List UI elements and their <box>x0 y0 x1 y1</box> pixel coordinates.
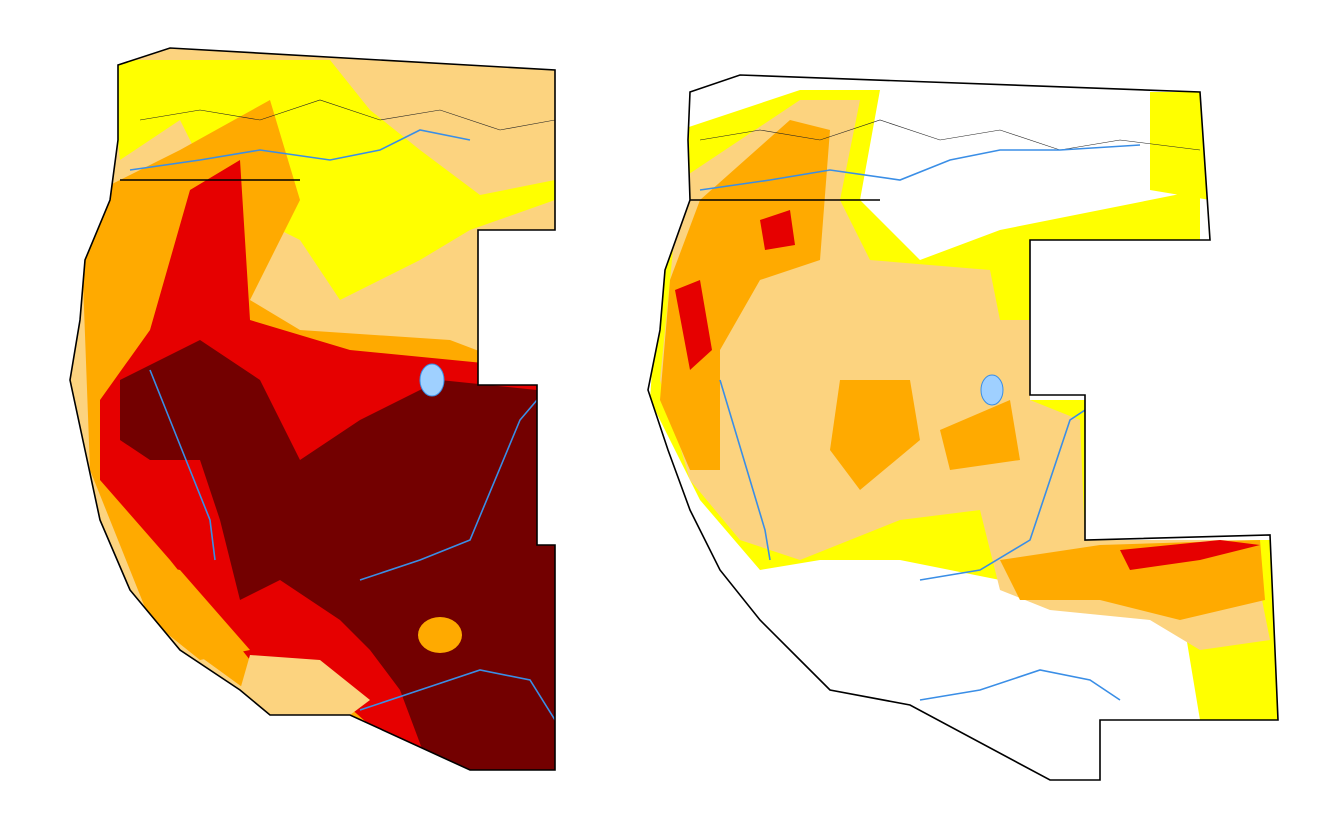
county-lines <box>139 99 555 131</box>
orange-area <box>830 380 920 490</box>
yellow-area <box>1150 92 1210 200</box>
lake <box>980 374 1004 406</box>
tan-patch <box>240 655 370 715</box>
left-map <box>69 47 556 771</box>
river <box>919 409 1086 581</box>
dark-red-area <box>120 340 555 770</box>
lake <box>419 363 445 397</box>
county-lines <box>699 119 1201 151</box>
right-map <box>647 74 1279 781</box>
river <box>719 379 771 561</box>
river <box>129 129 471 171</box>
orange-patch <box>418 617 462 653</box>
red-area <box>675 280 712 370</box>
river <box>359 399 538 581</box>
region-outline <box>647 74 1279 781</box>
left-drought-areas <box>70 48 555 770</box>
orange-coast <box>130 560 250 660</box>
red-area <box>760 210 795 250</box>
orange-area <box>940 400 1020 470</box>
river <box>359 669 555 721</box>
river <box>149 369 216 561</box>
red-area <box>1120 540 1260 570</box>
orange-area <box>660 120 830 470</box>
river <box>699 144 1141 191</box>
river <box>919 669 1121 701</box>
right-drought-areas <box>648 75 1278 780</box>
moderate-area <box>330 60 555 195</box>
region-outline <box>69 47 556 771</box>
